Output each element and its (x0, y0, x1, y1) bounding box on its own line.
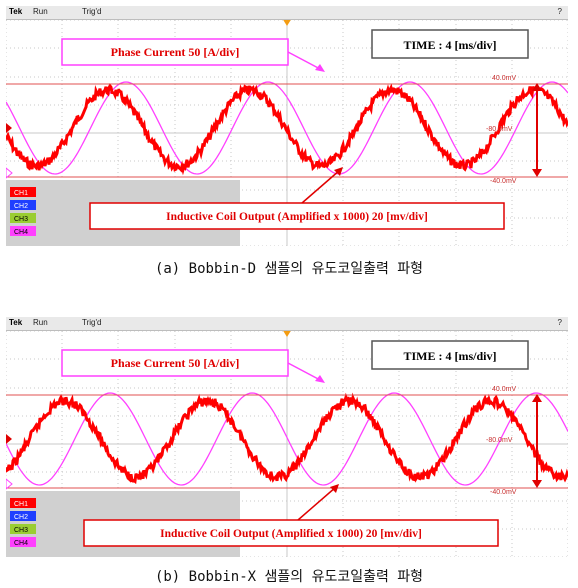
phase-pointer-arrow-icon (315, 375, 325, 383)
brand-logo: Tek (9, 7, 23, 16)
level-top-label: 40.0mV (492, 75, 516, 82)
ch1-label: CH1 (14, 190, 28, 197)
ch2-label: CH2 (14, 203, 28, 210)
run-state: Run (33, 318, 48, 327)
trigger-state: Trig'd (82, 7, 102, 16)
level-bot-label: -40.0mV (490, 178, 517, 185)
level-bot-label: -40.0mV (490, 489, 517, 496)
ch4-badge (10, 537, 36, 547)
time-scale-box (371, 29, 529, 59)
ch2-label: CH2 (14, 514, 28, 521)
arrow-down-icon (532, 169, 542, 177)
ch3-badge (10, 213, 36, 223)
coil-output-label: Inductive Coil Output (Amplified x 1000)… (166, 211, 428, 223)
ch1-ground-marker-icon (6, 123, 12, 133)
ch4-label: CH4 (14, 540, 28, 547)
scope-screen: 40.0mV -80.0mV -40.0mV CH1 CH2 CH3 CH4 P… (6, 331, 568, 557)
ch2-badge (10, 511, 36, 521)
ch1-label: CH1 (14, 501, 28, 508)
ch3-label: CH3 (14, 527, 28, 534)
phase-current-trace (6, 81, 568, 175)
ch4-ground-marker-icon (6, 478, 13, 490)
arrow-down-icon (532, 480, 542, 488)
coil-pointer-line (301, 169, 341, 204)
oscilloscope-panel-a: Tek Run Trig'd ? 40.0mV -80.0mV -40.0mV … (6, 6, 568, 246)
help-icon: ? (557, 7, 562, 16)
coil-output-box (83, 519, 499, 547)
scope-status-bar: Tek Run Trig'd ? (6, 6, 568, 20)
phase-pointer-line (287, 51, 323, 71)
ch1-badge (10, 498, 36, 508)
phase-pointer-line (287, 362, 323, 382)
trigger-state: Trig'd (82, 318, 102, 327)
level-mid-label: -80.0mV (486, 126, 513, 133)
figure-caption-a: (a) Bobbin-D 샘플의 유도코일출력 파형 (154, 261, 424, 277)
ch1-badge (10, 187, 36, 197)
oscilloscope-panel-b: Tek Run Trig'd ? 40.0mV -80.0mV -40.0mV … (6, 317, 568, 557)
coil-pointer-arrow-icon (330, 484, 339, 493)
ch4-label: CH4 (14, 229, 28, 236)
scope-status-bar: Tek Run Trig'd ? (6, 317, 568, 331)
time-scale-label: TIME : 4 [ms/div] (404, 38, 497, 52)
coil-output-trace (6, 83, 568, 176)
phase-pointer-arrow-icon (315, 64, 325, 72)
coil-output-box (89, 202, 505, 230)
coil-pointer-arrow-icon (334, 167, 343, 176)
coil-pointer-line (297, 486, 337, 521)
arrow-up-icon (532, 83, 542, 91)
ch3-badge (10, 524, 36, 534)
brand-logo: Tek (9, 318, 23, 327)
ch4-ground-marker-icon (6, 167, 13, 179)
scope-screen: 40.0mV -80.0mV -40.0mV CH1 CH2 CH3 CH4 P… (6, 20, 568, 246)
help-icon: ? (557, 318, 562, 327)
phase-current-label: Phase Current 50 [A/div] (111, 356, 240, 370)
level-mid-label: -80.0mV (486, 437, 513, 444)
phase-current-trace (6, 392, 568, 486)
phase-current-label: Phase Current 50 [A/div] (111, 45, 240, 59)
level-top-label: 40.0mV (492, 386, 516, 393)
time-scale-label: TIME : 4 [ms/div] (404, 349, 497, 363)
ch4-badge (10, 226, 36, 236)
coil-output-label: Inductive Coil Output (Amplified x 1000)… (160, 528, 422, 540)
arrow-up-icon (532, 394, 542, 402)
ch3-label: CH3 (14, 216, 28, 223)
coil-output-trace (6, 392, 568, 485)
trigger-marker-icon (283, 20, 291, 26)
phase-current-box (61, 38, 289, 66)
figure-caption-b: (b) Bobbin-X 샘플의 유도코일출력 파형 (154, 569, 424, 585)
trigger-marker-icon (283, 331, 291, 337)
ch1-ground-marker-icon (6, 434, 12, 444)
time-scale-box (371, 340, 529, 370)
phase-current-box (61, 349, 289, 377)
ch2-badge (10, 200, 36, 210)
run-state: Run (33, 7, 48, 16)
